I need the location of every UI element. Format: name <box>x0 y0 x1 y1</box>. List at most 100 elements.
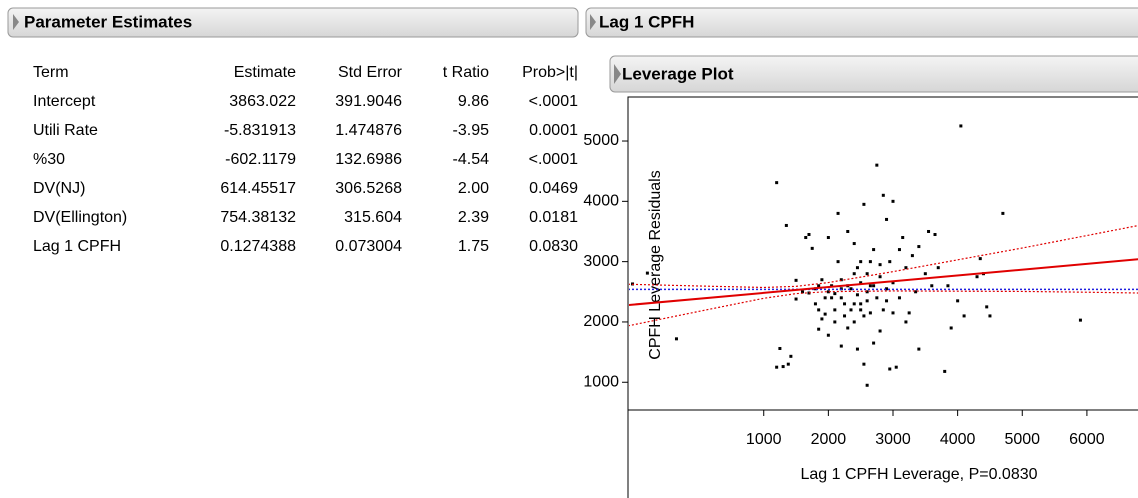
point <box>820 317 824 321</box>
point <box>781 365 785 369</box>
point <box>897 296 901 300</box>
point <box>817 284 821 288</box>
point <box>933 233 937 237</box>
panel-header[interactable] <box>609 55 1138 93</box>
point <box>930 284 934 288</box>
point <box>888 260 892 264</box>
point <box>872 248 876 252</box>
table-cell: 0.0830 <box>529 238 578 255</box>
point <box>855 347 859 351</box>
table-cell: -4.54 <box>453 151 490 168</box>
point <box>904 266 908 270</box>
disclosure-icon[interactable] <box>590 14 596 30</box>
confidence-lower <box>629 290 1138 327</box>
point <box>878 329 882 333</box>
table-cell: 0.0181 <box>529 209 578 226</box>
table-cell: %30 <box>33 151 65 168</box>
point <box>859 302 863 306</box>
point <box>833 308 837 312</box>
point <box>885 217 889 221</box>
point <box>962 314 966 318</box>
point <box>956 299 960 303</box>
point <box>975 275 979 279</box>
point <box>807 233 811 237</box>
point <box>775 365 779 369</box>
table-cell: 9.86 <box>458 93 489 110</box>
point <box>836 260 840 264</box>
plot-area <box>629 124 1138 387</box>
table-cell: Lag 1 CPFH <box>33 238 121 255</box>
x-tick-label: 4000 <box>940 431 976 448</box>
point <box>855 266 859 270</box>
panel-header[interactable] <box>585 7 1138 38</box>
point <box>985 305 989 309</box>
point <box>826 333 830 337</box>
point <box>910 254 914 258</box>
point <box>859 281 863 285</box>
point <box>878 275 882 279</box>
confidence-upper <box>629 224 1138 289</box>
table-cell: 1.474876 <box>335 122 402 139</box>
x-axis-title: Lag 1 CPFH Leverage, P=0.0830 <box>800 466 1037 483</box>
point <box>778 346 782 350</box>
point <box>904 320 908 324</box>
point <box>881 308 885 312</box>
point <box>885 299 889 303</box>
table-cell: 0.0469 <box>529 180 578 197</box>
table-cell: -5.831913 <box>224 122 296 139</box>
point <box>888 367 892 371</box>
disclosure-icon[interactable] <box>614 64 621 84</box>
point <box>843 314 847 318</box>
point <box>645 271 649 275</box>
column-header: Prob>|t| <box>522 64 578 81</box>
panel-header[interactable] <box>7 7 579 38</box>
point <box>810 246 814 250</box>
point <box>804 236 808 240</box>
point <box>897 248 901 252</box>
point <box>872 341 876 345</box>
point <box>891 281 895 285</box>
point <box>865 290 869 294</box>
table-cell: 0.1274388 <box>220 238 296 255</box>
x-tick-label: 5000 <box>1004 431 1040 448</box>
point <box>674 337 678 341</box>
x-tick-label: 3000 <box>875 431 911 448</box>
point <box>875 296 879 300</box>
column-header: Estimate <box>234 64 296 81</box>
point <box>865 383 869 387</box>
x-tick-label: 6000 <box>1069 431 1105 448</box>
table-cell: -3.95 <box>453 122 490 139</box>
point <box>901 236 905 240</box>
point <box>849 287 853 291</box>
point <box>943 369 947 373</box>
y-tick-label: 3000 <box>583 253 619 270</box>
table-cell: 391.9046 <box>335 93 402 110</box>
point <box>936 266 940 270</box>
point <box>878 263 882 267</box>
point <box>830 296 834 300</box>
point <box>852 272 856 276</box>
point <box>914 290 918 294</box>
table-cell: 0.073004 <box>335 238 402 255</box>
table-cell: 2.39 <box>458 209 489 226</box>
point <box>917 245 921 249</box>
point <box>813 302 817 306</box>
table-cell: 2.00 <box>458 180 489 197</box>
table-cell: 0.0001 <box>529 122 578 139</box>
point <box>817 308 821 312</box>
point <box>868 311 872 315</box>
point <box>946 284 950 288</box>
point <box>826 236 830 240</box>
table-cell: 306.5268 <box>335 180 402 197</box>
table-cell: DV(NJ) <box>33 180 85 197</box>
point <box>881 193 885 197</box>
panel-title: Parameter Estimates <box>24 12 192 31</box>
point <box>830 284 834 288</box>
column-header: Term <box>33 64 69 81</box>
point <box>846 229 850 233</box>
point <box>855 293 859 297</box>
point <box>988 314 992 318</box>
disclosure-icon[interactable] <box>13 14 19 30</box>
point <box>794 278 798 282</box>
table-cell: <.0001 <box>529 93 578 110</box>
